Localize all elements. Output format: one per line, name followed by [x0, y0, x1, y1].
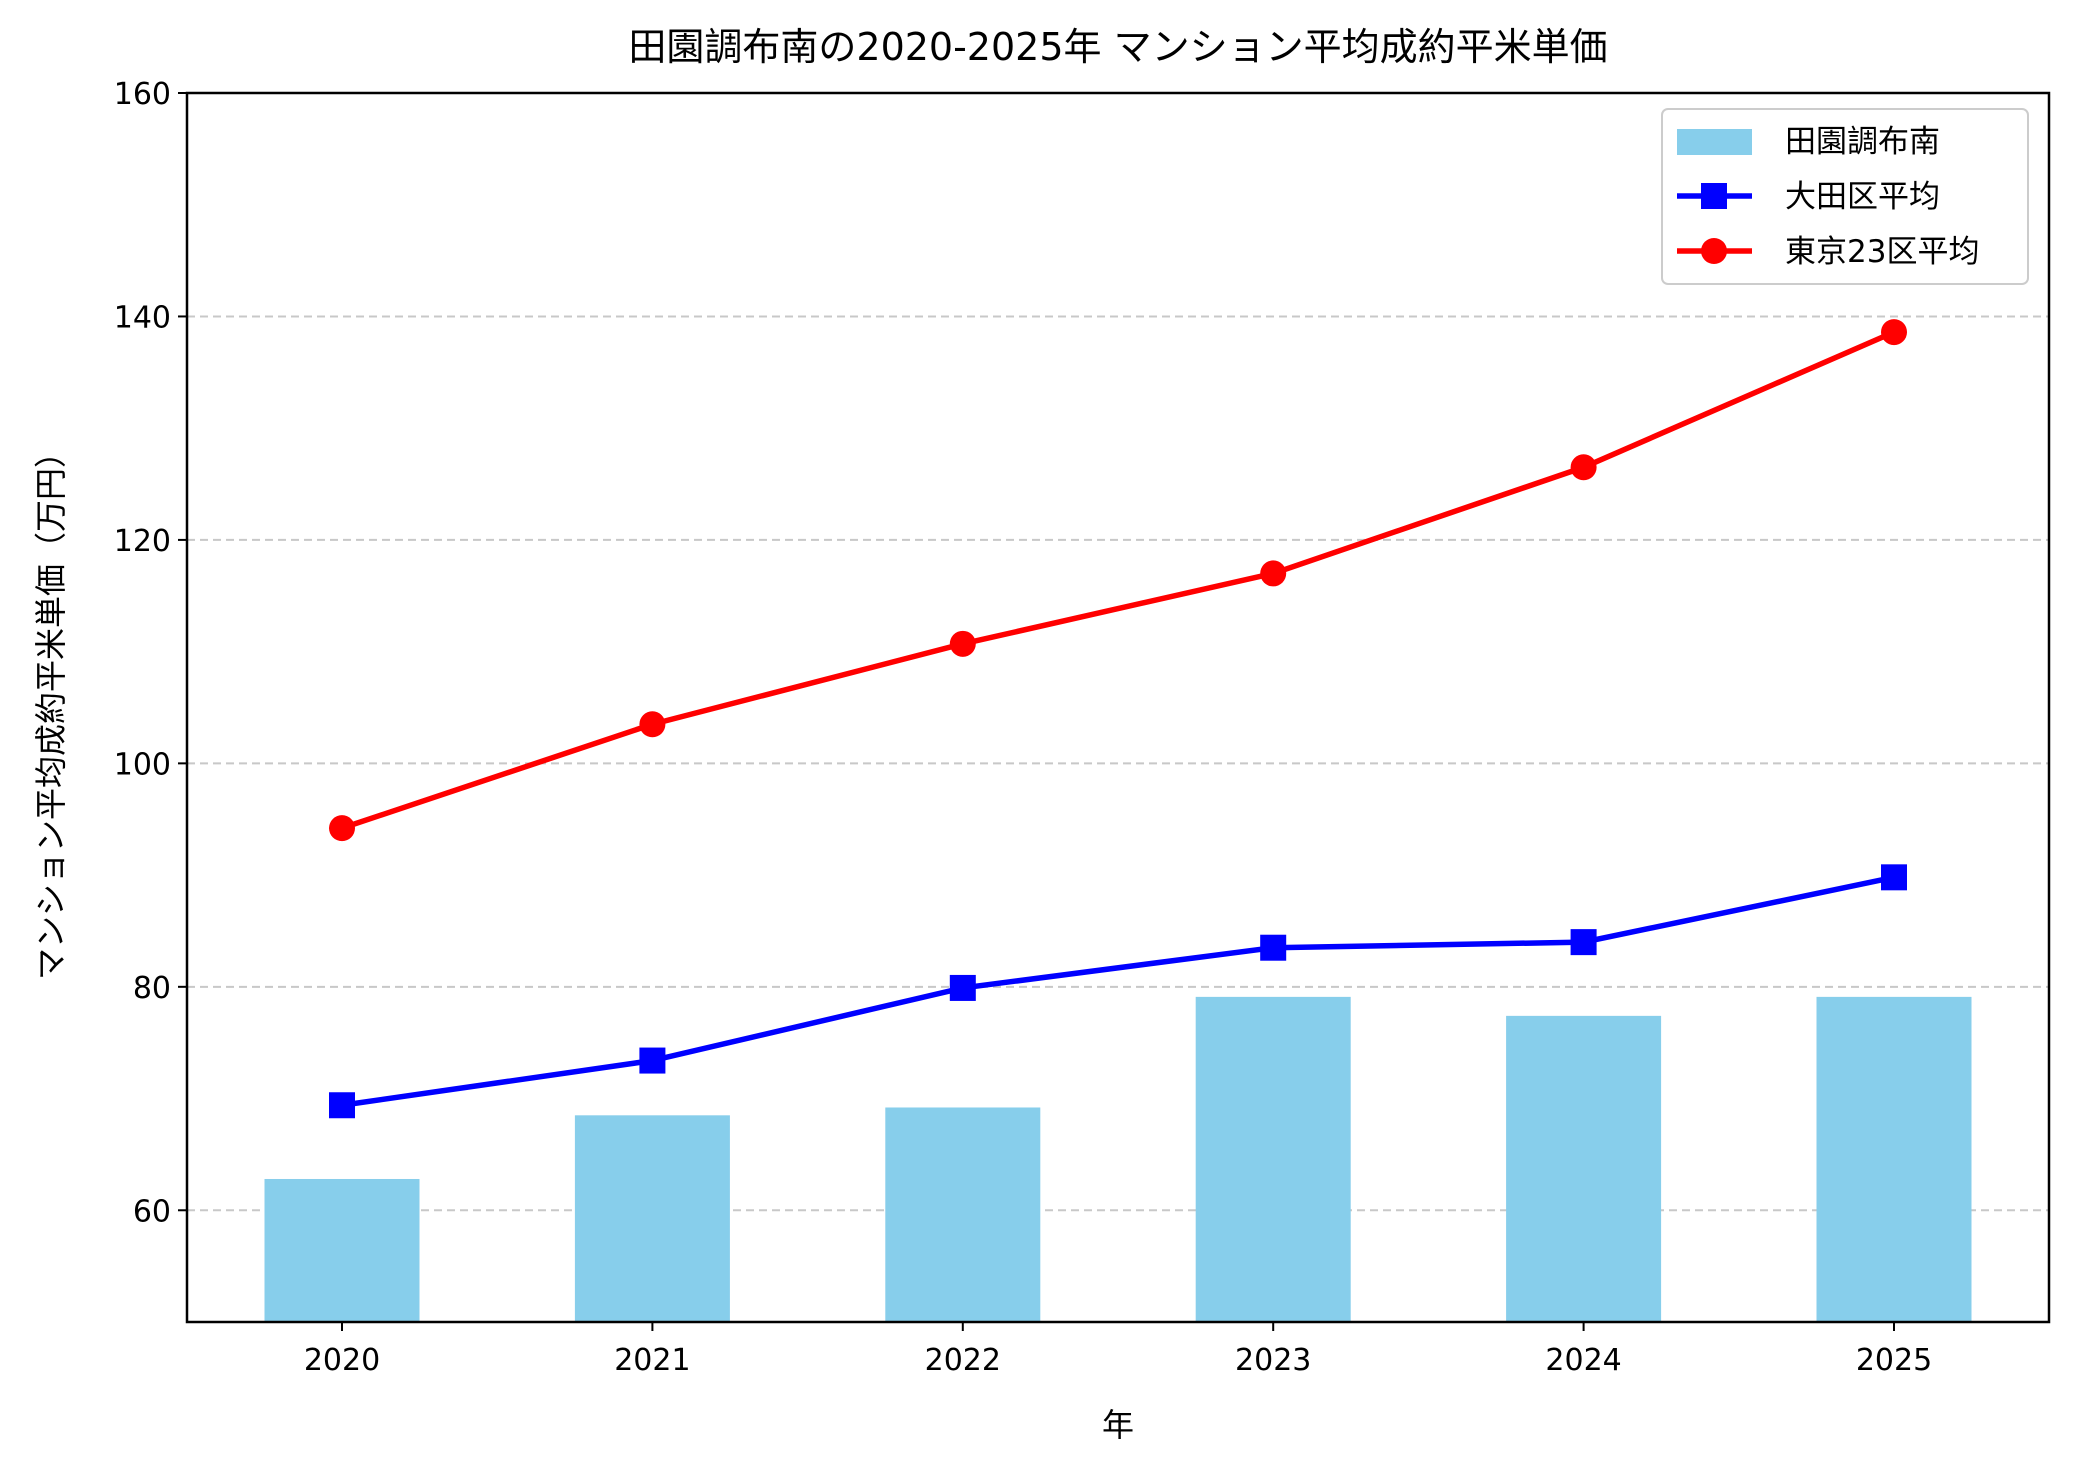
x-tick-label: 2022 — [925, 1343, 1001, 1378]
bar-2023 — [1195, 996, 1351, 1322]
marker-point — [1570, 929, 1597, 956]
y-tick-label: 160 — [114, 77, 171, 112]
x-axis-label: 年 — [1102, 1406, 1134, 1444]
marker-point — [639, 711, 666, 738]
marker-point — [639, 1047, 666, 1074]
y-axis-label: マンション平均成約平米単価（万円） — [32, 436, 70, 980]
marker-point — [949, 974, 976, 1001]
bar-2022 — [885, 1107, 1041, 1322]
legend-label: 田園調布南 — [1785, 124, 1940, 160]
marker-point — [1881, 319, 1907, 346]
y-axis: 60 80 100 120 140 160 — [114, 77, 187, 1229]
legend-label: 東京23区平均 — [1785, 234, 1979, 270]
y-tick-label: 80 — [133, 971, 171, 1006]
legend-label: 大田区平均 — [1785, 179, 1940, 215]
lines — [329, 319, 1907, 1119]
x-tick-label: 2023 — [1235, 1343, 1311, 1378]
marker-point — [949, 630, 976, 657]
y-tick-label: 60 — [133, 1194, 171, 1229]
marker-point — [329, 815, 355, 842]
legend-frame — [1661, 108, 2029, 285]
marker-point — [1260, 934, 1287, 961]
bar-2025 — [1816, 996, 1972, 1322]
y-tick-label: 140 — [114, 300, 171, 335]
bar-2021 — [574, 1115, 730, 1322]
legend-swatch — [1677, 129, 1752, 155]
x-tick-label: 2020 — [304, 1343, 380, 1378]
legend-marker — [1701, 183, 1727, 209]
y-tick-label: 100 — [114, 747, 171, 782]
grid — [187, 315, 2049, 1212]
x-tick-label: 2025 — [1856, 1343, 1932, 1378]
bar-2020 — [264, 1178, 420, 1322]
x-axis: 2020 2021 2022 2023 2024 2025 — [304, 1322, 1932, 1378]
y-tick-label: 120 — [114, 524, 171, 559]
plot-frame — [185, 91, 2051, 1324]
marker-point — [1260, 560, 1287, 587]
x-tick-label: 2021 — [614, 1343, 690, 1378]
marker-point — [329, 1092, 355, 1119]
line-series-2 — [341, 329, 1896, 831]
legend-marker — [1701, 238, 1727, 264]
x-tick-label: 2024 — [1545, 1343, 1621, 1378]
bars — [264, 996, 1972, 1322]
marker-point — [1881, 864, 1907, 891]
bar-2024 — [1506, 1015, 1662, 1322]
chart-title: 田園調布南の2020-2025年 マンション平均成約平米単価 — [628, 25, 1607, 69]
marker-point — [1570, 454, 1597, 481]
line-series-1 — [341, 874, 1895, 1108]
